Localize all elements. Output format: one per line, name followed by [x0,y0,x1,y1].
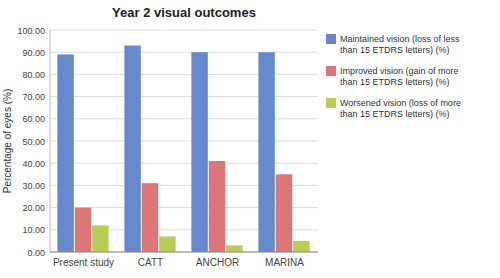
legend-swatch [326,66,336,76]
y-axis-line [50,30,51,252]
grid-line [50,74,318,75]
y-tick-label: 70.00 [22,92,45,102]
grid-line [50,252,318,253]
bar [276,174,292,252]
legend-label: Maintained vision (loss of lessthan 15 E… [340,34,460,55]
grid-line [50,96,318,97]
legend-label: Improved vision (gain of morethan 15 ETD… [340,66,459,87]
y-tick-label: 100.00 [17,26,45,36]
y-tick-label: 10.00 [22,225,45,235]
legend-swatch [326,34,336,44]
legend-swatch [326,98,336,108]
y-tick-label: 30.00 [22,181,45,191]
bar [258,52,274,252]
bar [159,236,175,252]
legend-label-line: Maintained vision (loss of less [340,34,460,44]
x-tick-label: ANCHOR [196,257,239,268]
legend-label-line: Worsened vision (loss of more [340,98,461,108]
x-tick-label: CATT [138,257,163,268]
grid-line [50,30,318,31]
grid [50,30,318,252]
x-tick-label: MARINA [265,257,304,268]
bar [75,208,91,252]
bar [293,241,309,252]
bars [57,46,309,252]
grid-line [50,118,318,119]
bar [226,245,242,252]
grid-line [50,52,318,53]
bar [191,52,207,252]
y-tick-label: 40.00 [22,159,45,169]
legend-label-line: than 15 ETDRS letters) (%) [340,77,450,87]
legend: Maintained vision (loss of lessthan 15 E… [326,34,461,119]
y-tick-label: 20.00 [22,203,45,213]
grid-line [50,163,318,164]
bar [124,46,140,252]
x-tick-label: Present study [53,257,114,268]
bar [209,161,225,252]
bar [142,183,158,252]
bar [92,225,108,252]
y-tick-label: 80.00 [22,70,45,80]
y-axis-label: Percentage of eyes (%) [2,89,13,194]
chart: Year 2 visual outcomes Percentage of eyes… [0,0,500,278]
bar [57,54,73,252]
x-axis-line [50,252,318,253]
legend-label-line: than 15 ETDRS letters) (%) [340,109,450,119]
title: Year 2 visual outcomes [112,5,256,20]
y-tick-label: 0.00 [27,248,45,258]
y-tick-label: 50.00 [22,137,45,147]
legend-label-line: Improved vision (gain of more [340,66,459,76]
grid-line [50,141,318,142]
y-tick-label: 60.00 [22,114,45,124]
y-tick-label: 90.00 [22,48,45,58]
legend-label-line: than 15 ETDRS letters) (%) [340,45,450,55]
legend-label: Worsened vision (loss of morethan 15 ETD… [340,98,461,119]
